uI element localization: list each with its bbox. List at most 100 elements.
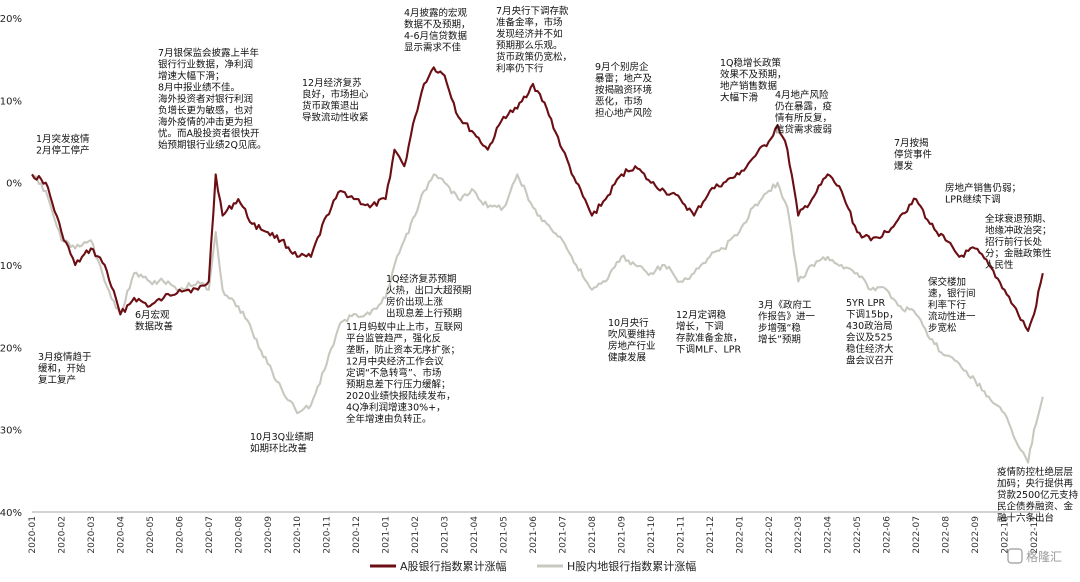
x-tick-label: 2020-07 [205, 516, 215, 554]
watermark-logo-icon [1007, 548, 1023, 564]
annotation-line: 10月央行 [608, 317, 649, 329]
annotation-line: 房地产销售仍弱； [945, 182, 1021, 194]
annotation-line: 导致流动性收紧 [302, 112, 369, 124]
x-tick-label: 2020-05 [146, 516, 156, 554]
annotation-line: 会议及525 [846, 332, 893, 344]
annotation-line: 效果不及预期， [720, 69, 787, 81]
x-tick-label: 2021-02 [411, 516, 421, 554]
legend: A股银行指数累计涨幅 H股内地银行指数累计涨幅 [370, 559, 696, 573]
annotation-line: 存款准备金旅， [676, 332, 743, 344]
annotation-line: LPR继续下调 [945, 194, 1001, 206]
x-tick-label: 2022-01 [735, 516, 745, 554]
annotation-line: 恶化，市场 [595, 96, 643, 108]
annotation-line: 7月银保监会披露上半年 [158, 47, 260, 59]
x-tick-label: 2022-02 [765, 516, 775, 554]
annotation-line: 12月经济复苏 [302, 77, 362, 89]
annotation-line: 火热，出口大超预期 [386, 285, 472, 297]
y-tick-label: -20% [0, 343, 22, 354]
x-tick-label: 2021-04 [470, 516, 480, 554]
annotation-line: 7月按揭 [894, 137, 929, 149]
x-tick-label: 2022-11 [1030, 516, 1040, 554]
y-tick-label: -40% [0, 508, 22, 519]
y-tick-label: 0% [6, 179, 22, 190]
annotation-line: 步宽松 [928, 322, 957, 334]
annotation-line: 1月突发疫情 [36, 133, 90, 145]
annotation-line: 速，银行间 [928, 288, 976, 300]
annotation-line: 信贷需求疲弱 [775, 124, 832, 136]
x-tick-label: 2022-06 [883, 516, 893, 554]
x-tick-label: 2020-03 [87, 516, 97, 554]
annotation-line: 8月中报业绩不佳。 [158, 82, 240, 94]
annotation-line: 爆发 [894, 160, 914, 172]
x-tick-label: 2020-01 [28, 516, 38, 554]
annotation-line: 数据改善 [135, 321, 174, 333]
annotation-line: 货币政策仍宽松， [496, 51, 572, 63]
annotation-line: 数据不及预期， [404, 19, 471, 31]
y-tick-label: -30% [0, 426, 22, 437]
annotation-line: 仍在暴露，疫 [775, 101, 833, 113]
annotation-line: 盘会议召开 [846, 355, 894, 367]
annotation-a10: 7月央行下调存款准备金率，市场发现经济并不如预期那么乐观。货币政策仍宽松，利率仍… [496, 5, 572, 75]
annotation-line: 停贷事件 [894, 149, 933, 161]
annotation-line: 5YR LPR [846, 298, 885, 309]
x-tick-label: 2020-02 [57, 516, 67, 554]
x-tick-label: 2021-06 [529, 516, 539, 554]
x-tick-label: 2022-05 [853, 516, 863, 554]
legend-label: H股内地银行指数累计涨幅 [567, 559, 696, 573]
annotation-line: 预期那么乐观。 [496, 40, 563, 52]
annotation-line: 缓和，开始 [38, 363, 86, 375]
annotation-line: 招行前行长处 [985, 236, 1043, 248]
x-tick-label: 2022-09 [971, 516, 981, 554]
annotation-line: 良好，市场担心 [302, 89, 369, 101]
annotation-line: 10月3Q业绩期 [250, 431, 314, 443]
x-tick-label: 2022-08 [942, 516, 952, 554]
x-tick-label: 2020-11 [323, 516, 333, 554]
annotation-line: 步增强“稳 [758, 322, 801, 334]
annotation-line: 1Q经济复苏预期 [386, 273, 457, 285]
annotation-line: 作报告》进一 [758, 311, 816, 323]
x-tick-label: 2021-10 [647, 516, 657, 554]
x-tick-label: 2021-09 [617, 516, 627, 554]
x-tick-label: 2020-04 [116, 516, 126, 554]
annotation-line: 全球衰退预期、 [985, 213, 1052, 225]
series-line-a-share [31, 66, 1044, 332]
y-tick-label: 20% [0, 14, 22, 25]
annotation-line: 流动性进一 [928, 311, 976, 323]
annotation-line: 人民性 [985, 259, 1014, 271]
annotation-a7: 11月蚂蚁中止上市，互联网平台监管趋严，强化反垄断，防止资本无序扩张；12月中央… [346, 321, 463, 425]
annotation-line: 忧。而A股投资者很快开 [158, 128, 260, 140]
annotation-line: 复工复产 [38, 374, 76, 386]
annotation-line: 情有所反复， [775, 112, 832, 124]
annotation-line: 海外投资者对银行利润 [158, 93, 253, 105]
annotation-line: 7月央行下调存款 [496, 5, 569, 17]
annotation-line: 4月披露的宏观 [404, 7, 468, 19]
annotation-line: 健康发展 [608, 352, 647, 364]
annotation-line: 垄断，防止资本无序扩张； [346, 344, 460, 356]
annotation-line: 3月疫情趋于 [38, 351, 92, 363]
series-line-h-share [31, 173, 1044, 464]
annotation-line: 全年增速由负转正。 [346, 413, 432, 425]
annotation-line: 利率下行 [928, 299, 967, 311]
x-tick-label: 2020-12 [352, 516, 362, 554]
annotation-line: 保交楼加 [928, 276, 966, 288]
x-tick-label: 2020-08 [234, 516, 244, 554]
annotation-line: 银行行业数据，净利润 [158, 59, 253, 71]
annotation-line: 民企债券融资、金 [997, 501, 1074, 513]
annotation-line: 发现经济并不如 [496, 28, 563, 40]
x-tick-label: 2022-04 [824, 516, 834, 554]
annotation-line: 货币政策退出 [302, 100, 359, 112]
x-tick-label: 2021-12 [706, 516, 716, 554]
